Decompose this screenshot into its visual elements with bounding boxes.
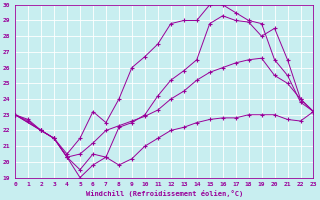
X-axis label: Windchill (Refroidissement éolien,°C): Windchill (Refroidissement éolien,°C) xyxy=(86,190,243,197)
